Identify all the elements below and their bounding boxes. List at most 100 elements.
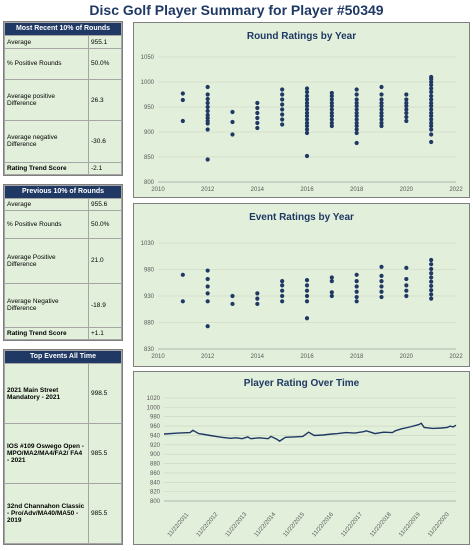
data-point (379, 100, 384, 106)
data-point (205, 118, 210, 124)
data-point (280, 112, 285, 117)
data-point (255, 291, 260, 296)
y-tick-label: 950 (144, 105, 155, 111)
data-point (379, 123, 384, 129)
data-point (429, 266, 434, 272)
data-point (205, 268, 210, 273)
data-point (354, 113, 359, 119)
data-point (429, 262, 434, 267)
data-point (180, 97, 185, 103)
data-point (429, 283, 434, 289)
data-point (329, 97, 334, 102)
data-point (255, 110, 260, 116)
data-point (205, 100, 210, 106)
data-point (304, 316, 310, 321)
stat-label: Average negative Difference (4, 120, 89, 163)
data-point (329, 275, 334, 280)
data-point (404, 100, 409, 106)
data-point (379, 117, 384, 122)
y-tick-label: 1050 (141, 55, 155, 61)
data-point (354, 294, 359, 300)
y-tick-label: 860 (150, 471, 161, 477)
top-events-table: Top Events All Time 2021 Main Street Man… (3, 349, 123, 545)
stat-value: 50.0% (88, 210, 122, 240)
data-point (329, 90, 334, 96)
data-point (205, 299, 210, 304)
data-point (205, 291, 210, 296)
stat-value: 50.0% (88, 47, 122, 80)
data-point (429, 132, 434, 137)
data-point (429, 86, 434, 91)
data-point (404, 103, 409, 109)
data-point (280, 288, 285, 293)
data-point (429, 103, 434, 109)
data-point (354, 299, 359, 304)
y-tick-label: 850 (144, 155, 155, 161)
data-point (280, 97, 285, 102)
stat-label: % Positive Rounds (4, 210, 89, 240)
x-tick-label: 2022 (449, 187, 463, 193)
data-point (280, 293, 285, 299)
data-point (404, 276, 409, 282)
data-point (354, 272, 359, 277)
data-point (379, 294, 384, 300)
x-tick-label: 2014 (251, 354, 265, 360)
data-point (379, 103, 384, 109)
stat-label: Average (4, 198, 89, 212)
y-tick-label: 900 (144, 130, 155, 136)
chart-title: Player Rating Over Time (243, 378, 360, 389)
data-point (304, 299, 310, 304)
data-point (304, 130, 310, 136)
y-tick-label: 900 (150, 452, 161, 458)
data-point (304, 288, 310, 293)
data-point (329, 113, 334, 119)
data-point (379, 92, 384, 97)
data-point (429, 82, 434, 88)
recent-rounds-header: Most Recent 10% of Rounds (4, 21, 122, 37)
stat-label: Average Positive Difference (4, 238, 89, 284)
x-tick-label: 2010 (151, 187, 165, 193)
event-ratings-panel: Event Ratings by Year 830 880 930 980 1030 20… (133, 203, 470, 367)
data-point (180, 272, 185, 277)
x-tick-label: 2018 (350, 187, 364, 193)
data-point (230, 119, 235, 125)
data-point (429, 100, 434, 106)
event-rating: 998.5 (88, 363, 122, 424)
data-point (304, 89, 310, 95)
data-point (404, 114, 409, 120)
round-ratings-panel: Round Ratings by Year 800 850 900 950 1000 10… (133, 22, 470, 198)
stat-label: % Positive Rounds (4, 47, 89, 80)
data-point (180, 91, 185, 96)
data-point (354, 110, 359, 116)
event-name: 2021 Main Street Mandatory - 2021 (4, 363, 89, 424)
data-point (429, 279, 434, 284)
stat-value: 955.1 (88, 35, 122, 49)
data-point (429, 139, 434, 145)
data-point (205, 127, 210, 132)
y-tick-label: 800 (150, 499, 161, 505)
data-point (354, 289, 359, 294)
x-tick-label: 2012 (201, 354, 215, 360)
data-point (230, 132, 235, 137)
y-tick-label: 940 (150, 433, 161, 439)
data-point (329, 103, 334, 109)
data-point (280, 102, 285, 107)
y-tick-label: 930 (144, 294, 155, 300)
stat-value: 955.6 (88, 198, 122, 212)
data-point (379, 107, 384, 112)
data-point (429, 107, 434, 112)
rating-over-time-chart: 800 820 840 860 880 900 920 940 960 980 1000 1020 11… (147, 396, 457, 538)
data-point (429, 292, 434, 297)
event-name: IOS #109 Oswego Open - MPO/MA2/MA4/FA2/ … (4, 423, 89, 484)
y-tick-label: 840 (150, 480, 161, 486)
stat-label: Average Negative Difference (4, 282, 89, 328)
data-point (180, 299, 185, 304)
y-tick-label: 1000 (141, 80, 155, 86)
data-point (429, 97, 434, 102)
y-tick-label: 880 (150, 462, 161, 468)
stat-label: Rating Trend Score (4, 326, 89, 341)
stat-label: Average positive Difference (4, 78, 89, 122)
data-point (205, 92, 210, 97)
data-point (429, 296, 434, 301)
data-point (404, 92, 409, 97)
